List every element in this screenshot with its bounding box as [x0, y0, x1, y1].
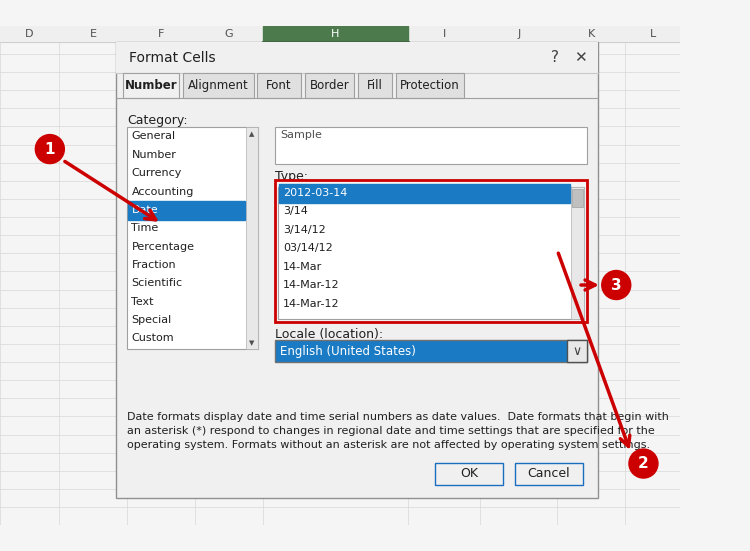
Text: Special: Special: [131, 315, 172, 325]
Text: Border: Border: [310, 79, 350, 92]
Text: ?: ?: [550, 50, 559, 65]
Bar: [358, 73, 392, 98]
Text: General: General: [131, 132, 176, 142]
Text: Accounting: Accounting: [131, 187, 194, 197]
Bar: [128, 201, 244, 220]
Text: OK: OK: [460, 467, 478, 480]
Text: Font: Font: [266, 79, 292, 92]
Text: J: J: [518, 29, 520, 39]
Text: ▲: ▲: [249, 131, 255, 137]
Circle shape: [35, 134, 64, 164]
Bar: [279, 184, 570, 203]
Text: ∨: ∨: [573, 345, 582, 358]
Text: H: H: [332, 29, 340, 39]
Text: G: G: [224, 29, 233, 39]
Bar: [123, 73, 179, 98]
Text: 3: 3: [611, 278, 622, 293]
Text: F: F: [158, 29, 164, 39]
Text: Date: Date: [131, 205, 158, 215]
Text: English (United States): English (United States): [280, 345, 416, 358]
Text: Format Cells: Format Cells: [129, 51, 215, 64]
Text: E: E: [89, 29, 97, 39]
Circle shape: [602, 271, 631, 300]
Text: D: D: [26, 29, 34, 39]
Text: 14-Mar-12: 14-Mar-12: [283, 299, 340, 309]
Bar: [0, 26, 680, 42]
Bar: [396, 73, 464, 98]
Text: Number: Number: [131, 150, 176, 160]
Bar: [274, 341, 587, 362]
Text: Category:: Category:: [127, 114, 188, 127]
Text: Protection: Protection: [400, 79, 460, 92]
Text: Number: Number: [125, 79, 178, 92]
Text: Locale (location):: Locale (location):: [274, 328, 382, 342]
Bar: [116, 42, 598, 73]
Bar: [572, 189, 583, 207]
Text: K: K: [588, 29, 595, 39]
Text: 2: 2: [638, 456, 649, 471]
Bar: [274, 127, 587, 164]
Text: Cancel: Cancel: [527, 467, 570, 480]
Text: 2012-03-14: 2012-03-14: [283, 188, 347, 198]
Text: Time: Time: [131, 223, 159, 233]
Text: 14-Mar: 14-Mar: [283, 262, 322, 272]
Text: Fill: Fill: [368, 79, 383, 92]
Bar: [278, 187, 584, 318]
Bar: [571, 187, 584, 318]
Bar: [262, 26, 408, 42]
Text: Text: Text: [131, 296, 154, 307]
Text: L: L: [650, 29, 656, 39]
Text: 1: 1: [44, 142, 55, 156]
Text: Alignment: Alignment: [188, 79, 249, 92]
Text: Custom: Custom: [131, 333, 174, 343]
Text: Percentage: Percentage: [131, 241, 194, 252]
Bar: [116, 42, 598, 498]
Text: Scientific: Scientific: [131, 278, 182, 288]
Bar: [304, 73, 354, 98]
Text: I: I: [442, 29, 446, 39]
Bar: [567, 341, 587, 362]
Bar: [257, 73, 301, 98]
Bar: [435, 463, 503, 485]
Text: 03/14/12: 03/14/12: [283, 244, 332, 253]
Text: ▼: ▼: [249, 340, 255, 346]
Bar: [514, 463, 583, 485]
Text: Date formats display date and time serial numbers as date values.  Date formats : Date formats display date and time seria…: [127, 412, 669, 450]
Text: 3/14: 3/14: [283, 206, 308, 216]
Circle shape: [629, 449, 658, 478]
Text: 14-Mar-12: 14-Mar-12: [283, 280, 340, 290]
Text: Fraction: Fraction: [131, 260, 176, 270]
Text: Type:: Type:: [274, 170, 308, 183]
Text: 3/14/12: 3/14/12: [283, 225, 326, 235]
Bar: [245, 127, 258, 349]
Text: Sample: Sample: [280, 129, 322, 139]
Text: Currency: Currency: [131, 168, 182, 178]
Bar: [183, 73, 254, 98]
Bar: [127, 127, 258, 349]
Bar: [274, 180, 587, 322]
Text: ✕: ✕: [574, 50, 586, 65]
